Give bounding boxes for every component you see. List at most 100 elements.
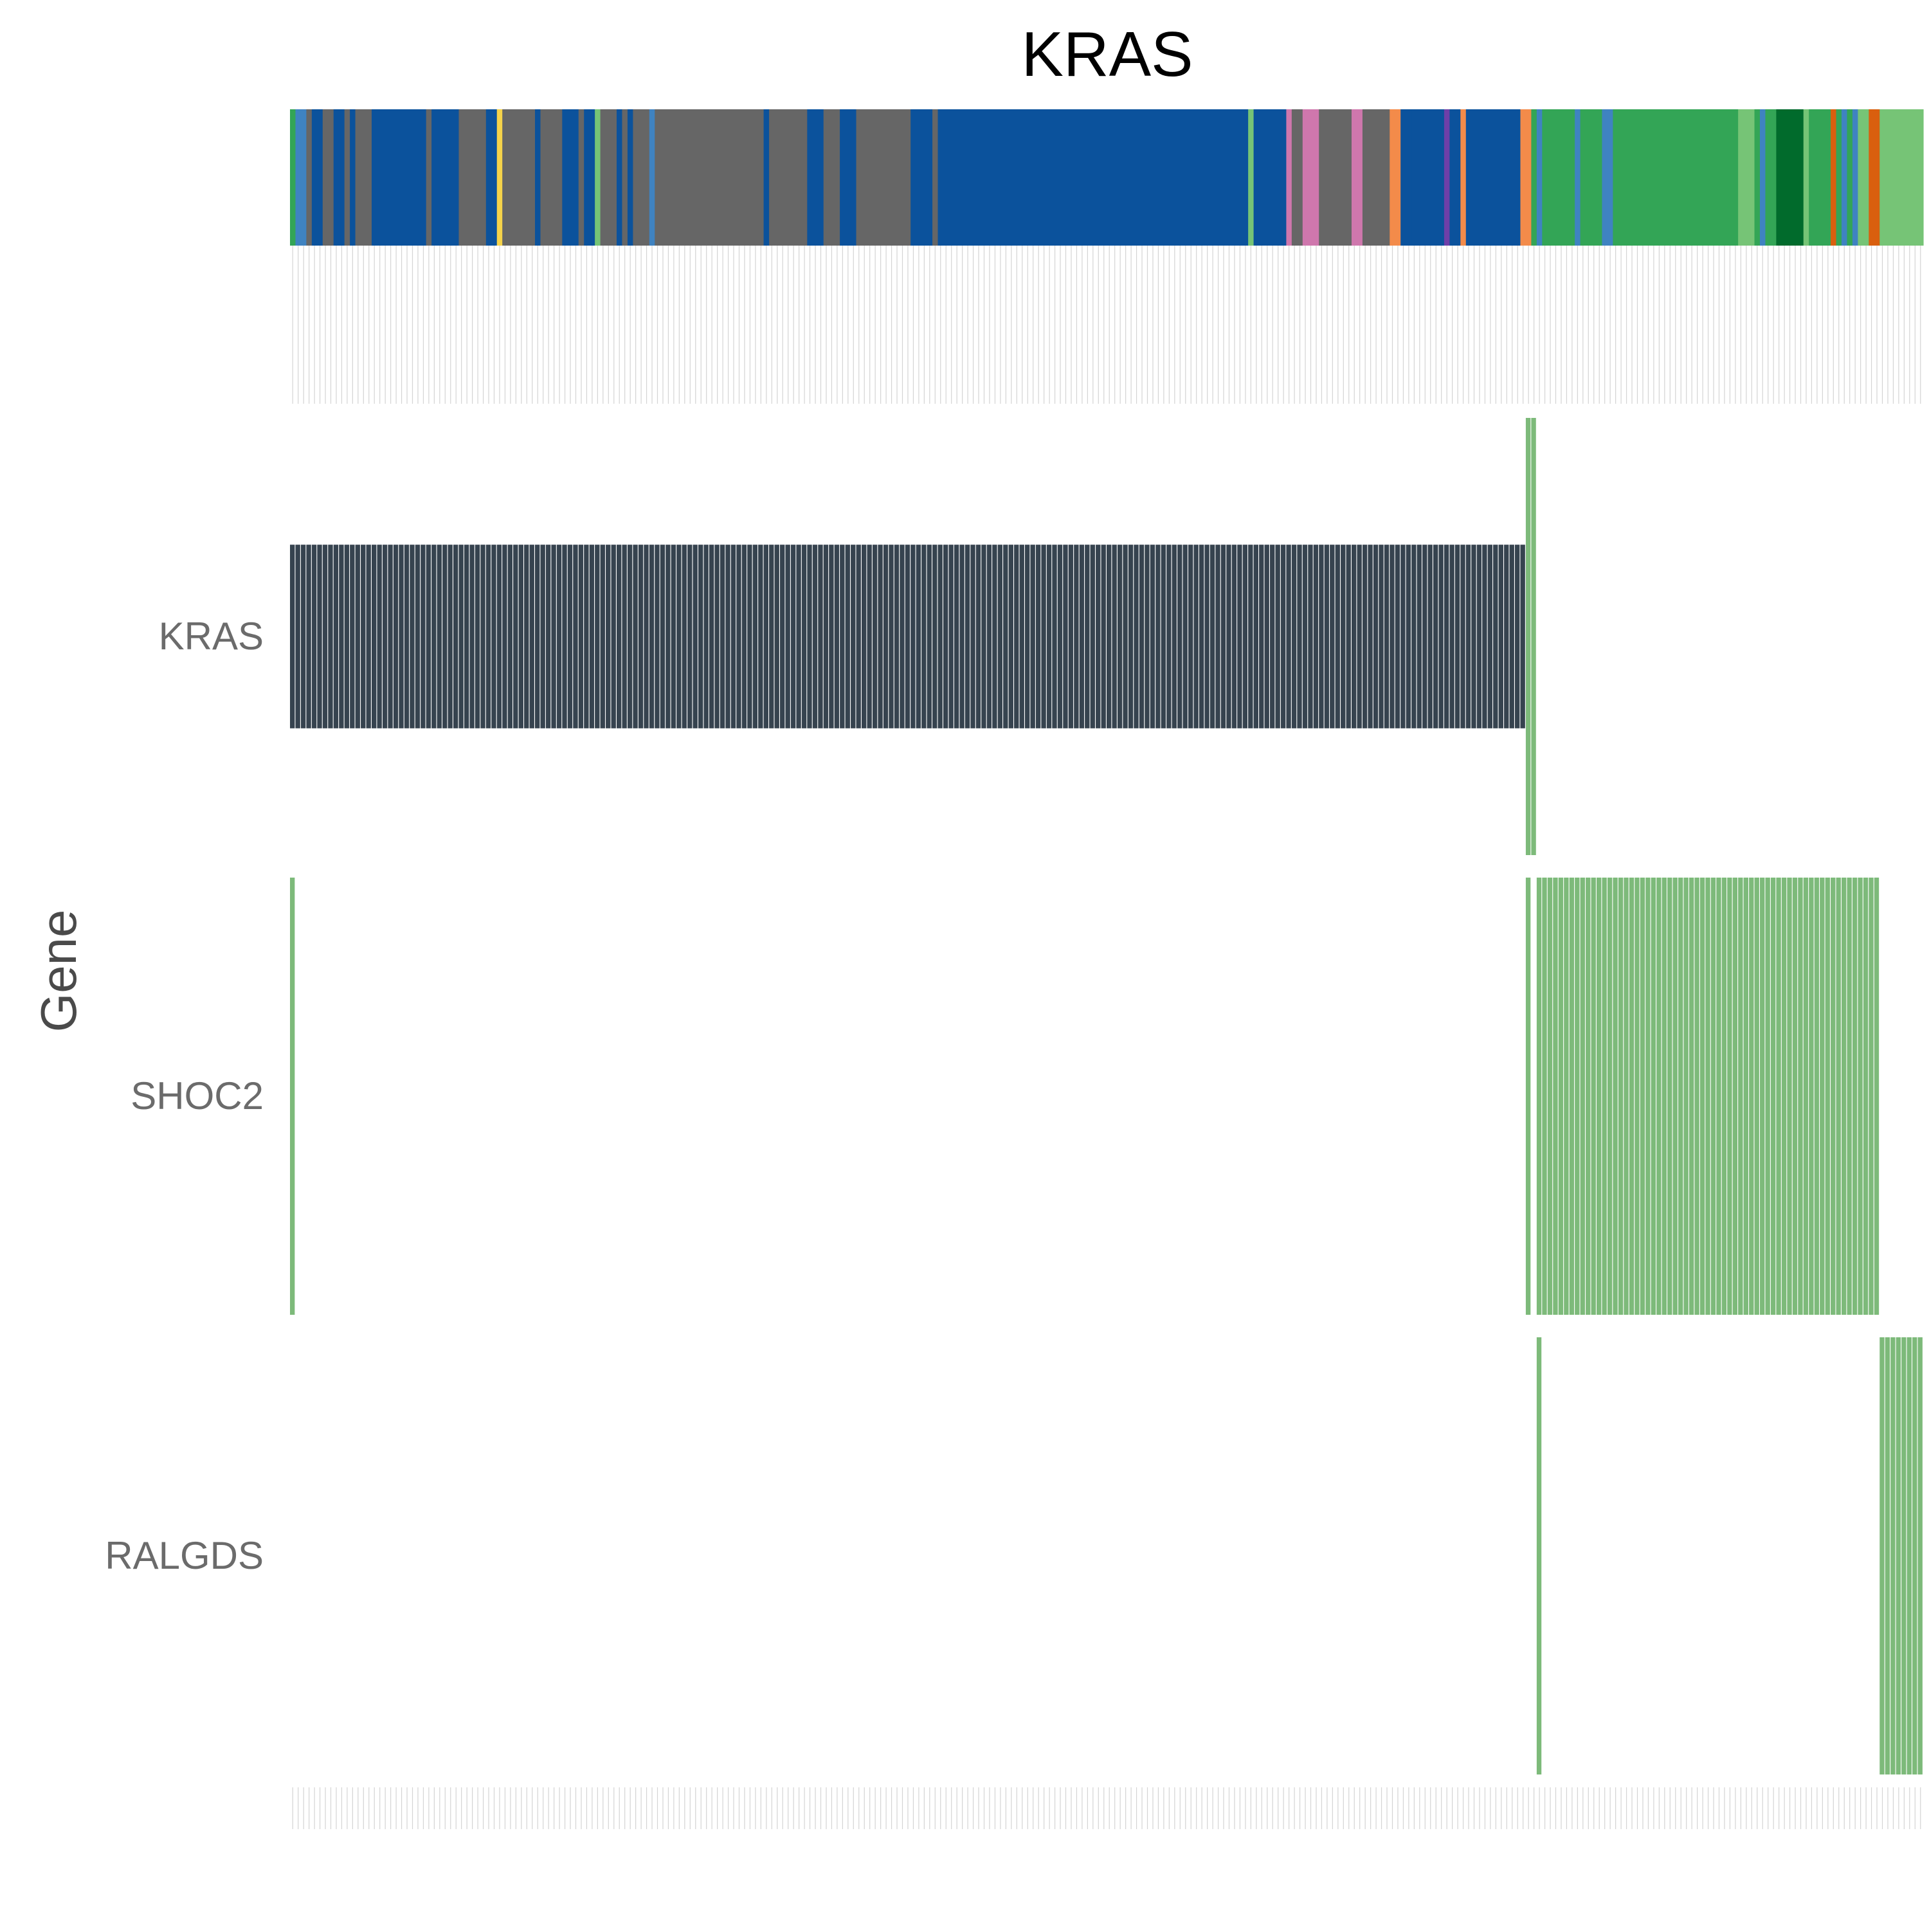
hit-cell-shoc2 [1699,878,1705,1315]
gene-label-kras: KRAS [159,615,264,658]
annotation-segment-gray [600,109,617,246]
hit-cell-kras [730,545,736,728]
annotation-segment-blue [311,109,323,246]
annotation-segment-gray [306,109,312,246]
hit-cell-shoc2 [1580,878,1585,1315]
hit-cell-kras [981,545,986,728]
hit-cell-kras [763,545,768,728]
chart-title: KRAS [1022,19,1193,89]
hit-cell-kras [948,545,954,728]
annotation-segment-blue [1465,109,1521,246]
annotation-segment-orange [1520,109,1532,246]
hit-cell-ralgds [1917,1337,1923,1774]
hit-cell-kras [725,545,730,728]
hit-cell-kras [1101,545,1106,728]
hit-cell-kras [502,545,507,728]
hit-cell-kras [448,545,453,728]
annotation-segment-blue [333,109,345,246]
hit-cell-shoc2 [1575,878,1580,1315]
hit-cell-kras [660,545,666,728]
hit-cell-kras [366,545,371,728]
hit-cell-shoc2 [1651,878,1656,1315]
hit-cell-kras [1308,545,1313,728]
annotation-segment-blue [937,109,1249,246]
hit-cell-kras [1220,545,1226,728]
annotation-segment-gray [655,109,683,246]
annotation-segment-mid_blue [295,109,307,246]
hit-cell-kras [801,545,807,728]
hit-cell-shoc2 [1536,878,1542,1315]
hit-cell-kras [578,545,584,728]
annotation-segment-light_green [1803,109,1809,246]
hit-cell-kras [916,545,921,728]
annotation-segment-light_green [1248,109,1254,246]
hit-cell-shoc2 [1738,878,1743,1315]
hit-cell-kras [975,545,981,728]
hit-cell-kras [1052,545,1057,728]
hit-cell-shoc2 [1798,878,1803,1315]
hit-cell-kras [769,545,774,728]
hit-cell-kras [1112,545,1117,728]
hit-cell-kras [693,545,698,728]
hit-cell-kras [943,545,948,728]
hit-cell-shoc2 [1553,878,1558,1315]
hit-cell-kras [1460,545,1465,728]
hit-cell-kras [1438,545,1444,728]
hit-cell-kras [1182,545,1188,728]
hit-cell-shoc2 [1732,878,1738,1315]
annotation-segment-blue [1411,109,1445,246]
annotation-segment-gray [344,109,350,246]
hit-cell-kras [671,545,676,728]
hit-cell-kras [785,545,790,728]
hit-cell-kras [780,545,785,728]
hit-cell-kras [1270,545,1275,728]
hit-cell-kras [666,545,671,728]
hit-cell-shoc2 [1842,878,1847,1315]
hit-cell-kras [1449,545,1454,728]
hit-cell-kras [1199,545,1204,728]
hit-cell-kras [1487,545,1493,728]
annotation-segment-gray [1291,109,1303,246]
annotation-segment-green [1542,109,1575,246]
annotation-segment-blue [1253,109,1287,246]
annotation-segment-gray [426,109,432,246]
hit-cell-shoc2 [1689,878,1694,1315]
hit-cell-kras [442,545,448,728]
hit-cell-kras [306,545,311,728]
annotation-segment-green [1765,109,1777,246]
hit-cell-kras [790,545,796,728]
hit-cell-shoc2 [1776,878,1781,1315]
hit-cell-kras [1433,545,1438,728]
hit-cell-shoc2 [1672,878,1678,1315]
hit-cell-shoc2 [1705,878,1710,1315]
annotation-segment-blue [350,109,356,246]
annotation-segment-blue [377,109,427,246]
hit-cell-shoc2 [1721,878,1727,1315]
hit-cell-shoc2 [1586,878,1591,1315]
hit-cell-kras [1019,545,1024,728]
hit-cell-kras [339,545,344,728]
hit-cell-shoc2 [1629,878,1635,1315]
hit-cell-shoc2 [1858,878,1863,1315]
hit-cell-shoc2 [1613,878,1618,1315]
annotation-segment-mid_blue [1760,109,1766,246]
hit-cell-kras [1209,545,1215,728]
annotation-segment-light_green [1858,109,1869,246]
hit-cell-kras [1531,418,1536,855]
hit-cell-kras [1128,545,1134,728]
hit-cell-kras [617,545,622,728]
hit-cell-shoc2 [1602,878,1607,1315]
annotation-segment-blue [627,109,633,246]
hit-cell-kras [937,545,943,728]
sample-annotation-track [290,109,1924,246]
hit-cell-kras [1373,545,1379,728]
hit-cell-kras [1444,545,1449,728]
hit-cell-kras [1286,545,1291,728]
hit-cell-kras [649,545,655,728]
annotation-segment-pink [1352,109,1363,246]
hit-cell-kras [1411,545,1417,728]
annotation-segment-dark_orange [1869,109,1880,246]
hit-cell-kras [1454,545,1460,728]
bottom-sample-ticks [292,1787,1921,1829]
annotation-segment-gray [622,109,628,246]
